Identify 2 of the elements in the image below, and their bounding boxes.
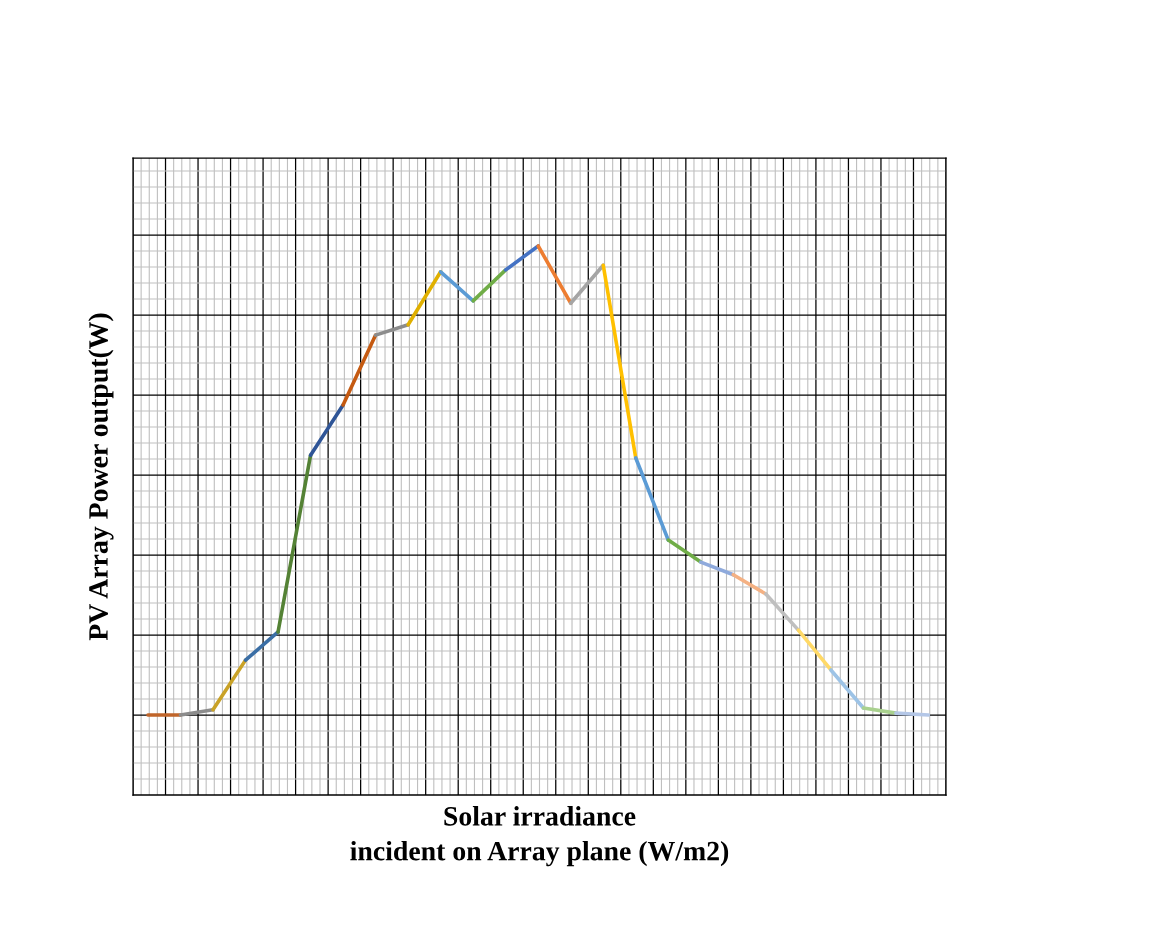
x-axis-title: Solar irradiance incident on Array plane (W/m2) xyxy=(350,806,729,867)
y-axis-title: PV Array Power output(W) xyxy=(88,313,114,641)
